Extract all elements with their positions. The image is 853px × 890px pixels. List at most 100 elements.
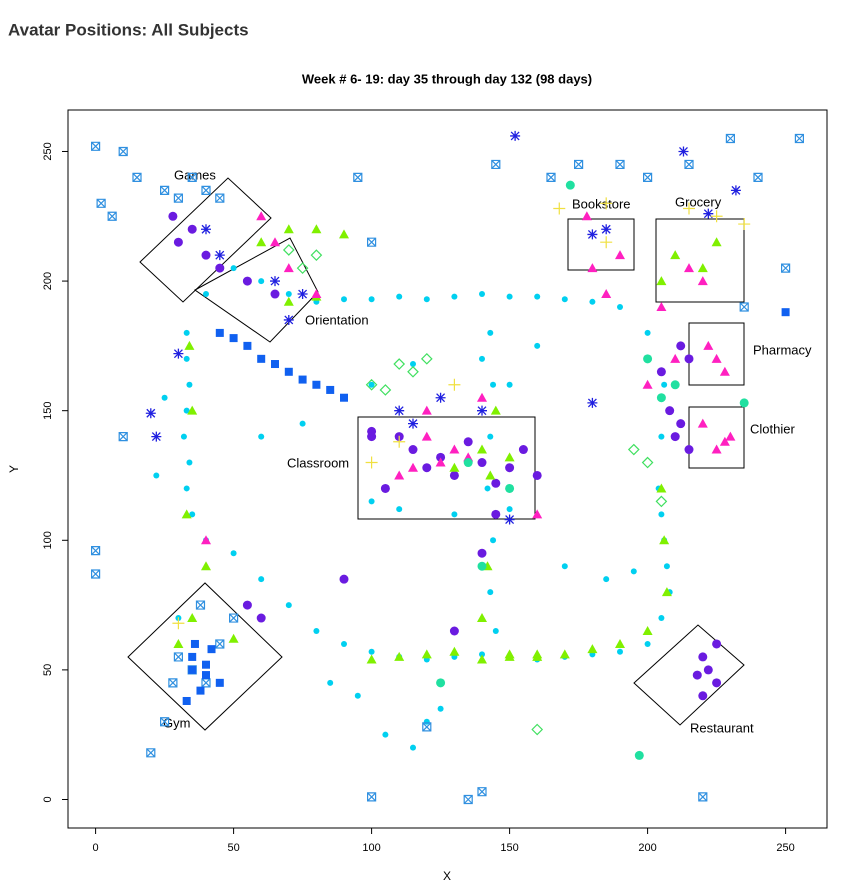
point xyxy=(421,649,432,659)
point xyxy=(367,237,377,247)
point xyxy=(160,185,170,195)
x-tick-label: 250 xyxy=(776,842,794,854)
point xyxy=(258,576,265,583)
point xyxy=(420,352,433,365)
point xyxy=(532,649,543,659)
point xyxy=(257,354,266,363)
point xyxy=(634,750,644,760)
point xyxy=(327,679,334,686)
point xyxy=(659,535,670,545)
point xyxy=(477,787,487,797)
point xyxy=(202,671,210,680)
point xyxy=(242,276,252,286)
point xyxy=(665,406,675,416)
point xyxy=(663,563,670,570)
chart-title: Week # 6- 19: day 35 through day 132 (98… xyxy=(302,71,592,86)
point xyxy=(270,237,280,247)
point xyxy=(684,159,694,170)
point xyxy=(627,443,640,456)
point xyxy=(107,211,117,221)
point xyxy=(487,329,494,336)
point xyxy=(506,381,513,388)
point xyxy=(656,301,667,311)
point xyxy=(630,568,637,575)
point xyxy=(692,670,702,680)
point xyxy=(643,172,653,182)
point xyxy=(719,436,730,446)
point xyxy=(518,445,528,455)
point xyxy=(201,561,211,571)
point xyxy=(600,197,613,210)
point xyxy=(589,298,596,305)
point xyxy=(379,384,392,396)
point xyxy=(587,644,598,654)
point xyxy=(394,470,405,480)
point xyxy=(195,600,206,610)
point xyxy=(656,367,666,377)
point xyxy=(201,678,211,688)
point xyxy=(477,444,487,454)
point xyxy=(477,561,487,571)
region-label: Bookstore xyxy=(572,196,631,211)
point xyxy=(451,293,458,300)
point xyxy=(228,633,239,643)
point xyxy=(697,276,708,286)
point xyxy=(183,355,190,362)
point xyxy=(449,470,459,480)
point xyxy=(207,645,216,654)
point xyxy=(229,334,238,343)
point xyxy=(365,378,378,391)
point xyxy=(643,354,653,364)
point xyxy=(188,652,197,661)
point xyxy=(312,380,321,389)
point xyxy=(670,353,681,363)
point xyxy=(710,210,723,223)
point xyxy=(201,224,211,235)
regions xyxy=(127,177,745,731)
point xyxy=(340,393,348,402)
point xyxy=(183,485,190,492)
point xyxy=(711,444,722,454)
point xyxy=(408,462,418,472)
point xyxy=(396,506,403,513)
point xyxy=(615,250,625,260)
point xyxy=(258,433,265,440)
point xyxy=(285,291,292,298)
point xyxy=(703,665,713,675)
point xyxy=(96,198,106,208)
point xyxy=(421,431,432,441)
point xyxy=(91,141,101,151)
region xyxy=(655,218,745,303)
point xyxy=(449,626,459,636)
x-tick-label: 150 xyxy=(500,842,518,854)
point xyxy=(698,652,708,662)
point xyxy=(151,431,162,442)
point xyxy=(173,348,184,359)
point xyxy=(270,289,280,299)
x-tick-label: 0 xyxy=(93,842,99,854)
point xyxy=(367,432,377,442)
point xyxy=(422,722,432,732)
point xyxy=(601,224,612,235)
region-label: Orientation xyxy=(305,312,369,327)
point xyxy=(725,133,735,144)
point xyxy=(271,360,279,369)
point xyxy=(698,691,708,701)
point xyxy=(656,276,667,286)
point xyxy=(299,420,306,427)
point xyxy=(656,483,667,493)
point xyxy=(146,748,156,758)
point xyxy=(491,159,501,170)
point xyxy=(215,193,225,203)
point xyxy=(490,537,497,544)
point xyxy=(313,628,320,635)
point xyxy=(91,546,101,556)
point xyxy=(187,613,198,623)
point xyxy=(297,289,308,300)
point xyxy=(506,506,513,513)
point xyxy=(587,263,598,273)
point xyxy=(477,548,487,558)
point xyxy=(311,289,322,299)
point xyxy=(463,437,473,447)
point xyxy=(449,444,460,454)
